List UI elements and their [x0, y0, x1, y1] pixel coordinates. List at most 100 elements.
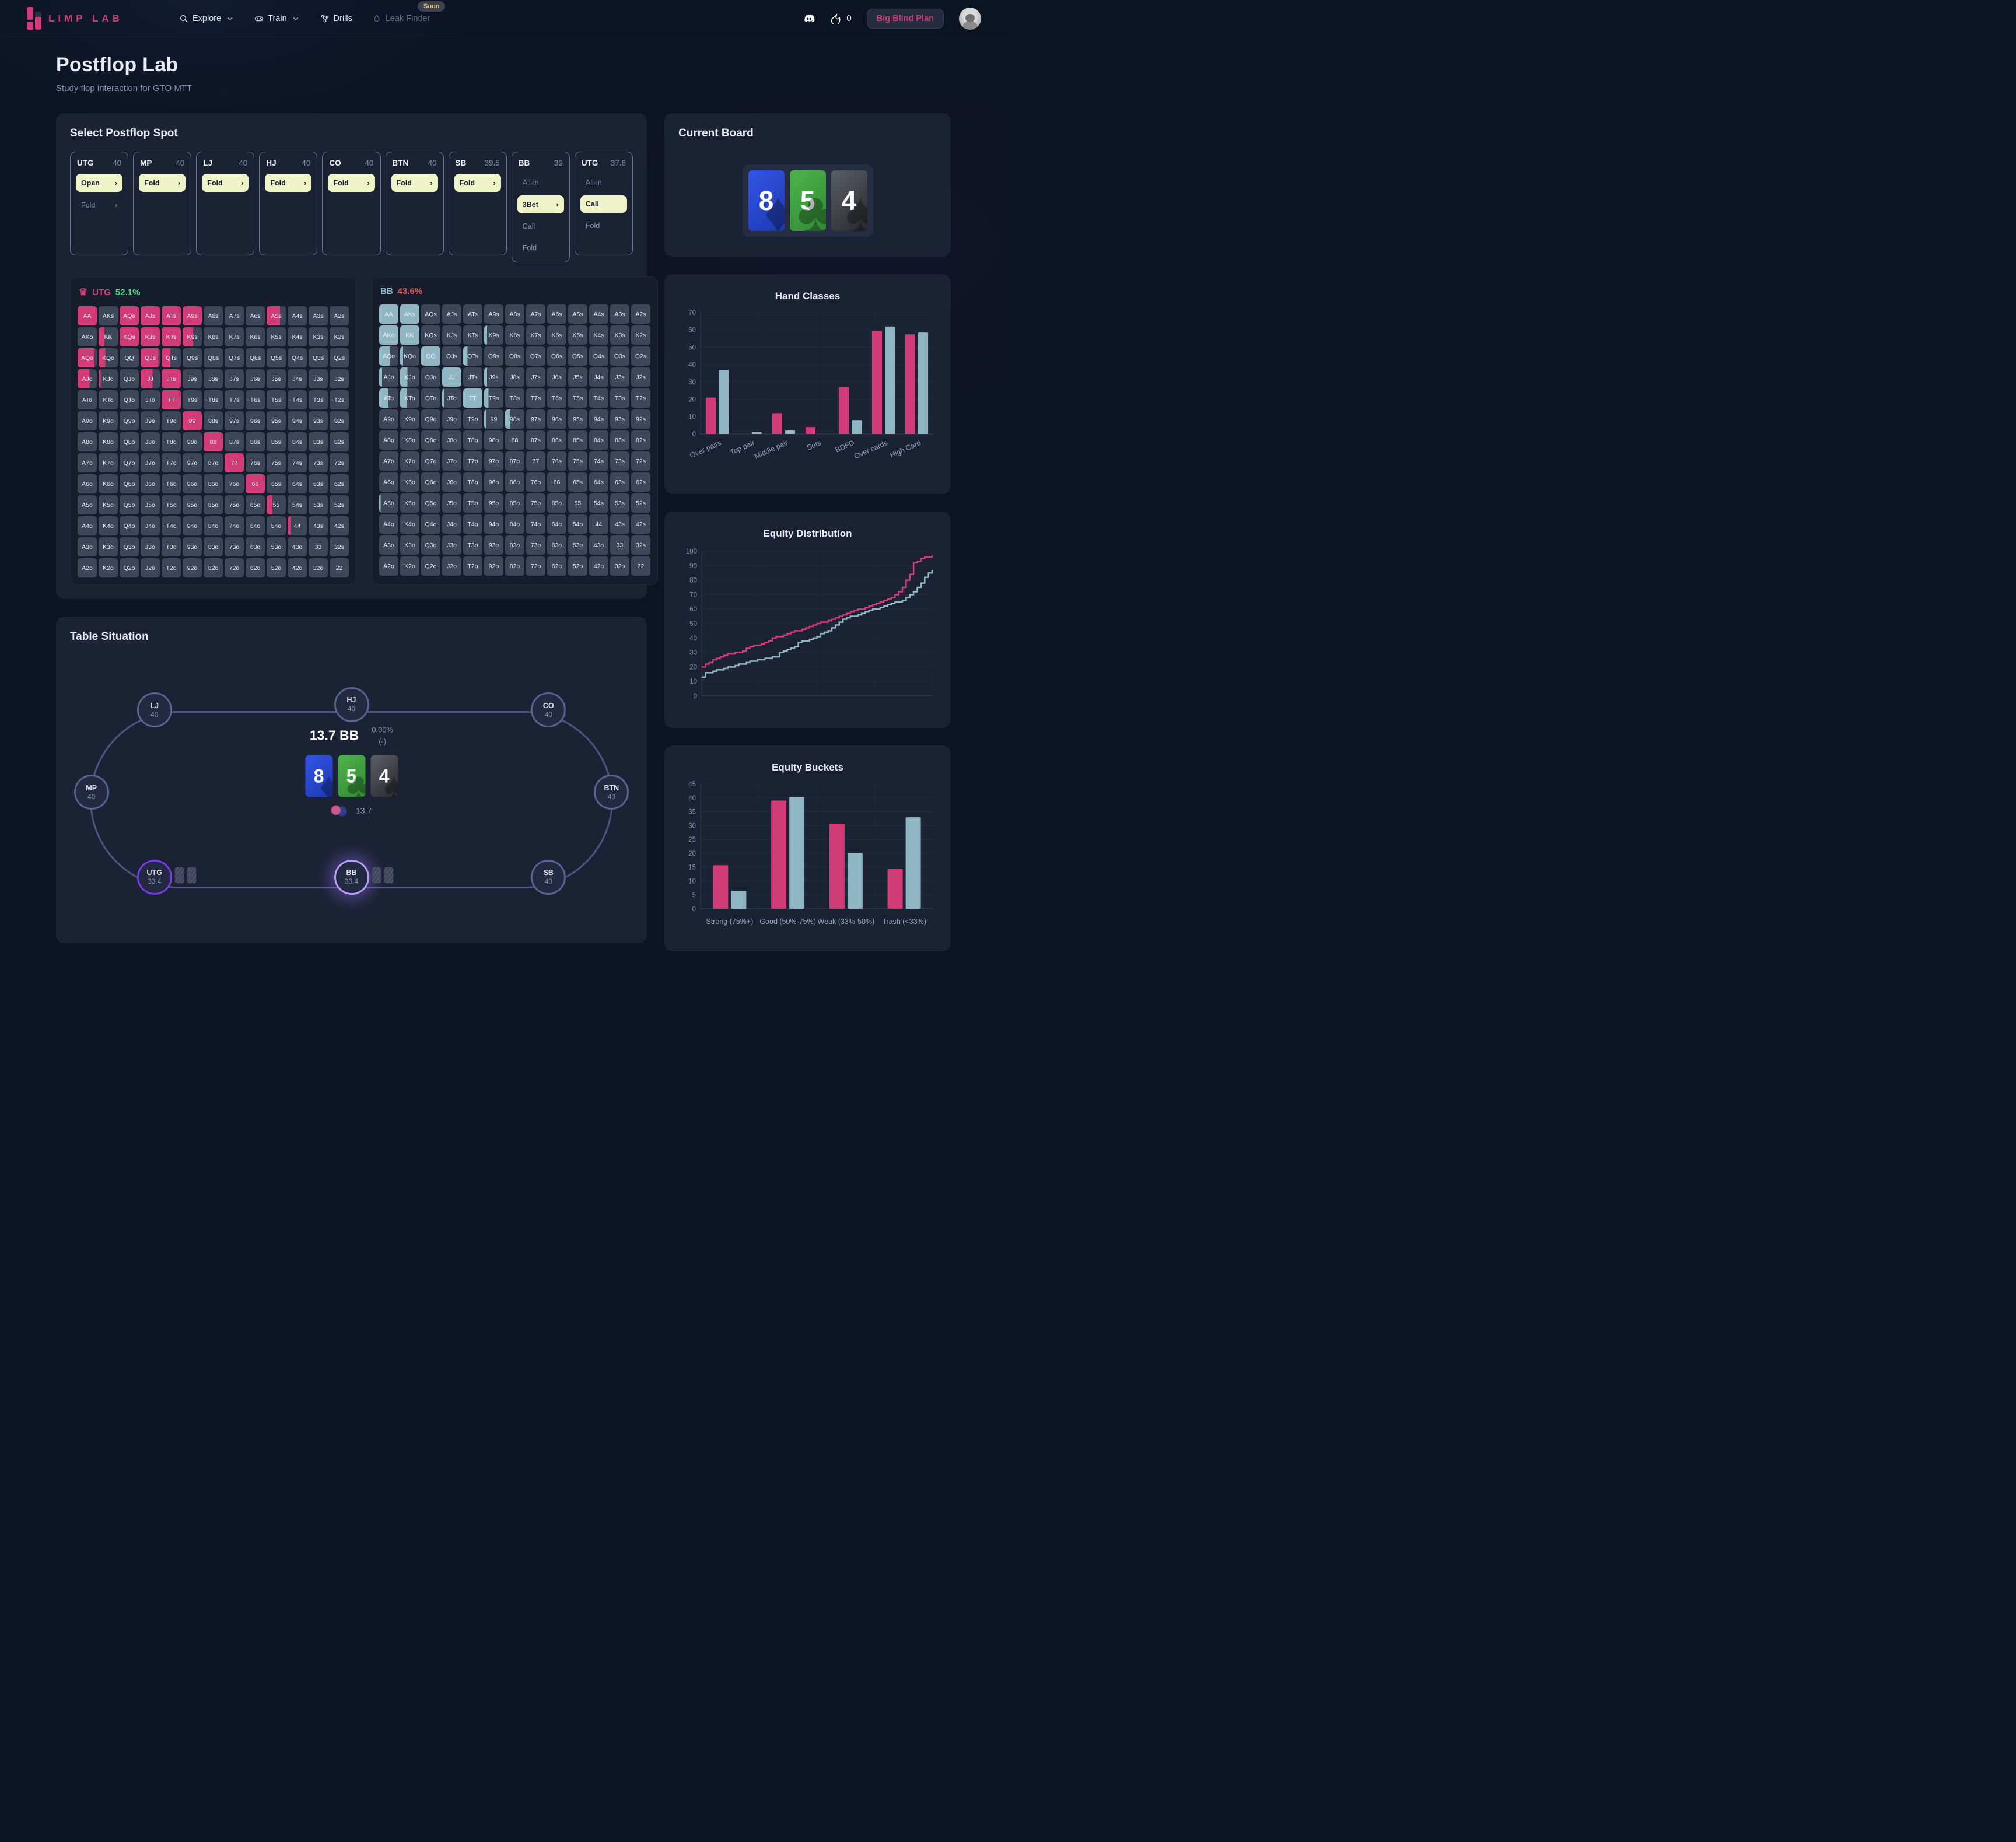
range-cell-T3s[interactable]: T3s — [309, 390, 328, 409]
range-cell-Q4s[interactable]: Q4s — [589, 346, 608, 366]
range-cell-T3o[interactable]: T3o — [463, 535, 482, 555]
range-cell-96o[interactable]: 96o — [183, 474, 202, 493]
range-cell-98o[interactable]: 98o — [183, 432, 202, 451]
range-cell-A7s[interactable]: A7s — [225, 306, 244, 325]
range-cell-AQo[interactable]: AQo — [78, 348, 97, 367]
range-cell-Q5o[interactable]: Q5o — [120, 495, 139, 514]
range-cell-76o[interactable]: 76o — [225, 474, 244, 493]
range-cell-44[interactable]: 44 — [589, 514, 608, 534]
action-all-in[interactable]: All-in — [585, 178, 602, 187]
range-cell-JJ[interactable]: JJ — [442, 367, 461, 387]
range-cell-AKo[interactable]: AKo — [78, 327, 97, 346]
range-cell-76o[interactable]: 76o — [526, 472, 545, 492]
range-cell-63o[interactable]: 63o — [547, 535, 566, 555]
range-cell-92o[interactable]: 92o — [484, 556, 503, 576]
action-open[interactable]: Open › — [76, 174, 123, 192]
range-cell-T4s[interactable]: T4s — [288, 390, 307, 409]
range-cell-Q4o[interactable]: Q4o — [421, 514, 440, 534]
range-cell-82o[interactable]: 82o — [204, 558, 223, 577]
range-cell-J7s[interactable]: J7s — [526, 367, 545, 387]
range-cell-72o[interactable]: 72o — [225, 558, 244, 577]
range-cell-33[interactable]: 33 — [610, 535, 629, 555]
range-cell-74s[interactable]: 74s — [288, 453, 307, 472]
range-cell-84o[interactable]: 84o — [204, 516, 223, 535]
range-cell-42s[interactable]: 42s — [631, 514, 650, 534]
range-cell-J3s[interactable]: J3s — [309, 369, 328, 388]
range-cell-A6s[interactable]: A6s — [246, 306, 265, 325]
range-cell-A4s[interactable]: A4s — [288, 306, 307, 325]
range-cell-T5s[interactable]: T5s — [568, 388, 587, 408]
discord-icon[interactable] — [803, 12, 816, 25]
range-cell-92s[interactable]: 92s — [330, 411, 349, 430]
range-cell-Q6o[interactable]: Q6o — [120, 474, 139, 493]
range-cell-AKo[interactable]: AKo — [379, 325, 398, 345]
range-cell-Q2o[interactable]: Q2o — [120, 558, 139, 577]
range-cell-A2s[interactable]: A2s — [631, 304, 650, 324]
range-cell-T7o[interactable]: T7o — [463, 451, 482, 471]
range-cell-A9o[interactable]: A9o — [78, 411, 97, 430]
range-cell-T8s[interactable]: T8s — [505, 388, 524, 408]
range-cell-J8s[interactable]: J8s — [505, 367, 524, 387]
range-cell-85s[interactable]: 85s — [267, 432, 286, 451]
range-cell-73o[interactable]: 73o — [225, 537, 244, 556]
range-cell-99[interactable]: 99 — [484, 409, 503, 429]
range-cell-A8s[interactable]: A8s — [204, 306, 223, 325]
range-cell-93o[interactable]: 93o — [183, 537, 202, 556]
range-cell-T3s[interactable]: T3s — [610, 388, 629, 408]
nav-item-drills[interactable]: Drills — [320, 14, 352, 23]
range-cell-K6s[interactable]: K6s — [547, 325, 566, 345]
range-cell-QTs[interactable]: QTs — [162, 348, 181, 367]
range-cell-85s[interactable]: 85s — [568, 430, 587, 450]
range-cell-97o[interactable]: 97o — [484, 451, 503, 471]
range-cell-43o[interactable]: 43o — [288, 537, 307, 556]
range-cell-75o[interactable]: 75o — [526, 493, 545, 513]
range-cell-96s[interactable]: 96s — [246, 411, 265, 430]
range-cell-T4o[interactable]: T4o — [162, 516, 181, 535]
range-cell-Q3s[interactable]: Q3s — [610, 346, 629, 366]
range-cell-J3o[interactable]: J3o — [141, 537, 160, 556]
range-cell-A3s[interactable]: A3s — [610, 304, 629, 324]
range-cell-A2s[interactable]: A2s — [330, 306, 349, 325]
range-cell-J4s[interactable]: J4s — [288, 369, 307, 388]
range-cell-JTo[interactable]: JTo — [442, 388, 461, 408]
range-cell-AA[interactable]: AA — [78, 306, 97, 325]
range-cell-A4s[interactable]: A4s — [589, 304, 608, 324]
range-cell-A9s[interactable]: A9s — [183, 306, 202, 325]
range-cell-AJo[interactable]: AJo — [78, 369, 97, 388]
range-cell-Q9o[interactable]: Q9o — [421, 409, 440, 429]
range-cell-Q8s[interactable]: Q8s — [505, 346, 524, 366]
range-cell-54s[interactable]: 54s — [589, 493, 608, 513]
range-cell-K5s[interactable]: K5s — [267, 327, 286, 346]
range-cell-Q4o[interactable]: Q4o — [120, 516, 139, 535]
range-cell-97o[interactable]: 97o — [183, 453, 202, 472]
range-cell-KJs[interactable]: KJs — [141, 327, 160, 346]
range-cell-87o[interactable]: 87o — [204, 453, 223, 472]
range-cell-54o[interactable]: 54o — [267, 516, 286, 535]
range-cell-K9o[interactable]: K9o — [99, 411, 118, 430]
range-cell-J3s[interactable]: J3s — [610, 367, 629, 387]
range-cell-K2s[interactable]: K2s — [330, 327, 349, 346]
range-cell-Q2s[interactable]: Q2s — [631, 346, 650, 366]
range-cell-85o[interactable]: 85o — [505, 493, 524, 513]
range-cell-KTs[interactable]: KTs — [463, 325, 482, 345]
range-cell-76s[interactable]: 76s — [246, 453, 265, 472]
range-cell-53o[interactable]: 53o — [267, 537, 286, 556]
range-cell-Q7o[interactable]: Q7o — [421, 451, 440, 471]
range-cell-K5o[interactable]: K5o — [400, 493, 419, 513]
range-cell-J4o[interactable]: J4o — [442, 514, 461, 534]
range-cell-93o[interactable]: 93o — [484, 535, 503, 555]
range-cell-T8o[interactable]: T8o — [463, 430, 482, 450]
streak-counter[interactable]: 0 — [831, 13, 852, 24]
range-cell-K3s[interactable]: K3s — [610, 325, 629, 345]
range-cell-Q3o[interactable]: Q3o — [421, 535, 440, 555]
range-cell-74o[interactable]: 74o — [225, 516, 244, 535]
range-cell-K7s[interactable]: K7s — [225, 327, 244, 346]
range-cell-Q4s[interactable]: Q4s — [288, 348, 307, 367]
range-cell-86o[interactable]: 86o — [505, 472, 524, 492]
range-cell-K9o[interactable]: K9o — [400, 409, 419, 429]
range-cell-62o[interactable]: 62o — [246, 558, 265, 577]
range-cell-QJo[interactable]: QJo — [421, 367, 440, 387]
range-cell-KK[interactable]: KK — [400, 325, 419, 345]
range-cell-T9s[interactable]: T9s — [484, 388, 503, 408]
action-fold[interactable]: Fold › — [81, 201, 118, 209]
